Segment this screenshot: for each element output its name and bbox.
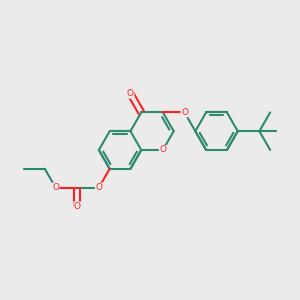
Text: O: O [159,146,167,154]
Text: O: O [127,89,134,98]
Text: O: O [74,202,81,211]
Text: O: O [181,108,188,117]
Text: O: O [52,183,59,192]
Text: O: O [95,183,102,192]
